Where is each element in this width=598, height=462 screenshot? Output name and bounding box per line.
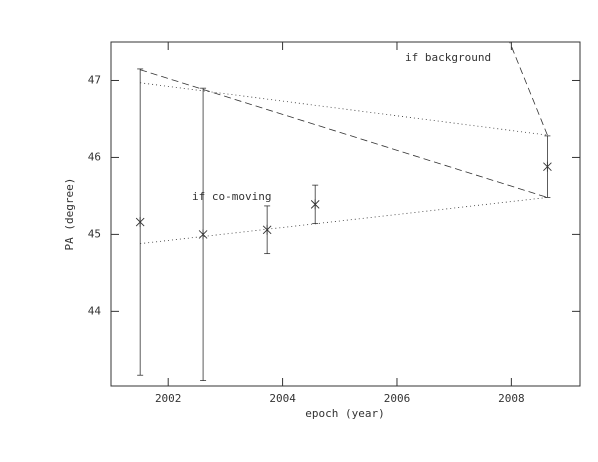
point [135,217,145,228]
model-line [509,41,548,136]
annotation: if background [405,51,491,64]
point [310,199,320,210]
y-tick-label: 46 [88,150,101,163]
x-tick-label: 2002 [155,392,182,405]
y-tick-label: 44 [88,304,102,317]
x-tick-label: 2006 [384,392,411,405]
y-tick-label: 47 [88,73,101,86]
x-tick-label: 2004 [269,392,296,405]
model-line [140,82,548,136]
model-line [140,197,548,245]
point [198,229,208,240]
annotation: if co-moving [192,190,271,203]
model-line [140,69,548,198]
x-tick-label: 2008 [498,392,525,405]
point [543,161,552,172]
y-axis-label: PA (degree) [63,178,76,251]
y-tick-label: 45 [88,227,101,240]
x-axis-label: epoch (year) [305,407,384,420]
point [262,224,272,235]
plot-frame [110,41,581,387]
